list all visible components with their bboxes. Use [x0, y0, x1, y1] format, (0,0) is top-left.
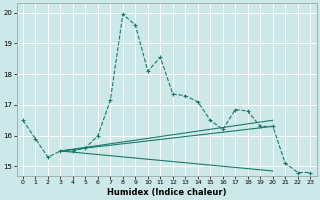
X-axis label: Humidex (Indice chaleur): Humidex (Indice chaleur)	[107, 188, 226, 197]
